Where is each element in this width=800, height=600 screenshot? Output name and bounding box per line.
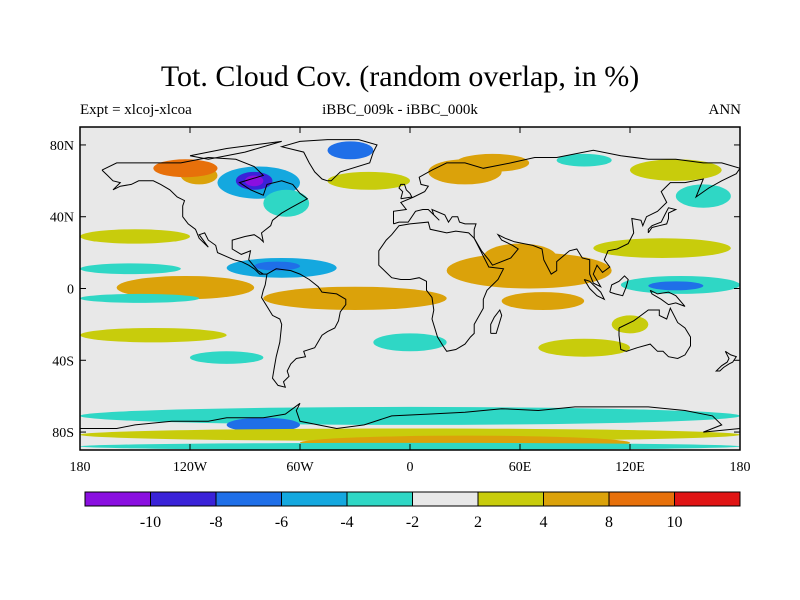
colorbar-box xyxy=(412,491,479,507)
x-tick-label: 120W xyxy=(173,460,208,475)
anomaly-siberia-east xyxy=(630,159,722,181)
experiment-label: Expt = xlcoj-xlcoa xyxy=(80,102,192,118)
coastline-sumatra xyxy=(583,279,606,301)
colorbar-box xyxy=(674,491,741,507)
coastline-new-guinea xyxy=(649,289,686,307)
anomaly-siberia-west xyxy=(455,153,530,172)
y-tick-label: 40N xyxy=(50,211,74,226)
coastline-new-zealand xyxy=(714,350,738,372)
y-tick-label: 80S xyxy=(52,426,74,441)
coastline-south-america xyxy=(260,268,347,388)
colorbar-box xyxy=(215,491,282,507)
colorbar-label: -2 xyxy=(406,514,419,531)
anomaly-east-pacific-negative xyxy=(80,293,200,303)
colorbar: -10 -8 -6 -4 -2 2 4 8 10 xyxy=(84,491,741,531)
season-label: ANN xyxy=(708,102,742,118)
anomaly-caribbean-core xyxy=(254,261,300,271)
anomaly-australia-west xyxy=(611,315,649,334)
anomaly-east-asia-pacific-band xyxy=(593,238,731,258)
colorbar-box xyxy=(150,491,217,507)
colorbar-box xyxy=(608,491,675,507)
x-tick-label: 180 xyxy=(730,460,751,475)
coastlines xyxy=(80,139,740,433)
anomaly-antarctic-coast xyxy=(80,406,740,425)
coastline-madagascar xyxy=(490,308,503,334)
x-axis: 180 120W 60W 0 60E 120E 180 xyxy=(70,127,751,475)
coastline-borneo xyxy=(609,275,629,297)
anomaly-north-atlantic xyxy=(327,171,410,190)
x-tick-label: 180 xyxy=(70,460,91,475)
anomaly-west-pacific-negative-core xyxy=(648,281,704,291)
anomaly-indian-ocean-south xyxy=(501,292,585,311)
case-label: iBBC_009k - iBBC_000k xyxy=(322,102,478,118)
anomaly-east-pacific-north-negative xyxy=(80,263,181,275)
colorbar-label: 8 xyxy=(605,514,613,531)
anomaly-antarctic-west-core xyxy=(226,417,300,433)
colorbar-label: -10 xyxy=(140,514,161,531)
coastline-antarctica xyxy=(80,402,740,433)
colorbar-box xyxy=(543,491,610,507)
colorbar-label: -8 xyxy=(209,514,222,531)
y-tick-label: 40S xyxy=(52,354,74,369)
anomaly-alaska-canada-rim xyxy=(153,159,218,178)
anomaly-greenland-northeast xyxy=(327,141,374,160)
x-tick-label: 60E xyxy=(509,460,532,475)
colorbar-box xyxy=(346,491,413,507)
anomaly-south-atlantic-core xyxy=(309,292,392,303)
y-axis: 80N 40N 0 40S 80S xyxy=(50,139,740,441)
x-tick-label: 60W xyxy=(286,460,314,475)
colorbar-box xyxy=(84,491,151,507)
chart-title: Tot. Cloud Cov. (random overlap, in %) xyxy=(160,60,640,93)
x-tick-label: 0 xyxy=(407,460,414,475)
x-tick-label: 120E xyxy=(615,460,645,475)
coastline-arctic-islands xyxy=(189,140,282,160)
coastline-japan xyxy=(647,207,678,234)
coastline-greenland xyxy=(279,139,378,182)
colorbar-label: 4 xyxy=(540,514,548,531)
anomaly-north-pacific-negative xyxy=(675,184,731,208)
colorbar-label: 10 xyxy=(667,514,683,531)
coastline-north-america xyxy=(101,156,309,275)
anomaly-hudson-bay-center xyxy=(245,175,264,187)
colorbar-label: -6 xyxy=(275,514,288,531)
y-tick-label: 80N xyxy=(50,139,74,154)
anomaly-east-canada xyxy=(263,189,310,217)
y-tick-label: 0 xyxy=(67,283,74,298)
anomaly-south-atlantic-negative xyxy=(373,333,447,352)
anomaly-central-pacific-itcz-halo xyxy=(116,275,255,300)
anomaly-north-pacific-band xyxy=(80,229,190,244)
coastline-uk xyxy=(398,183,413,200)
anomaly-south-indian-band xyxy=(538,338,631,357)
anomaly-arabia-india xyxy=(483,243,557,271)
colorbar-box xyxy=(281,491,348,507)
anomaly-south-pacific-negative xyxy=(190,351,264,364)
anomaly-siberia-negative xyxy=(556,153,612,167)
cloud-anomaly-field xyxy=(80,141,740,450)
coastline-africa xyxy=(378,221,505,352)
colorbar-box xyxy=(477,491,544,507)
coastline-eurasia xyxy=(393,149,740,288)
anomaly-south-pacific-band xyxy=(80,327,227,343)
colorbar-label: -4 xyxy=(340,514,353,531)
coastline-australia xyxy=(618,306,691,360)
colorbar-label: 2 xyxy=(474,514,482,531)
